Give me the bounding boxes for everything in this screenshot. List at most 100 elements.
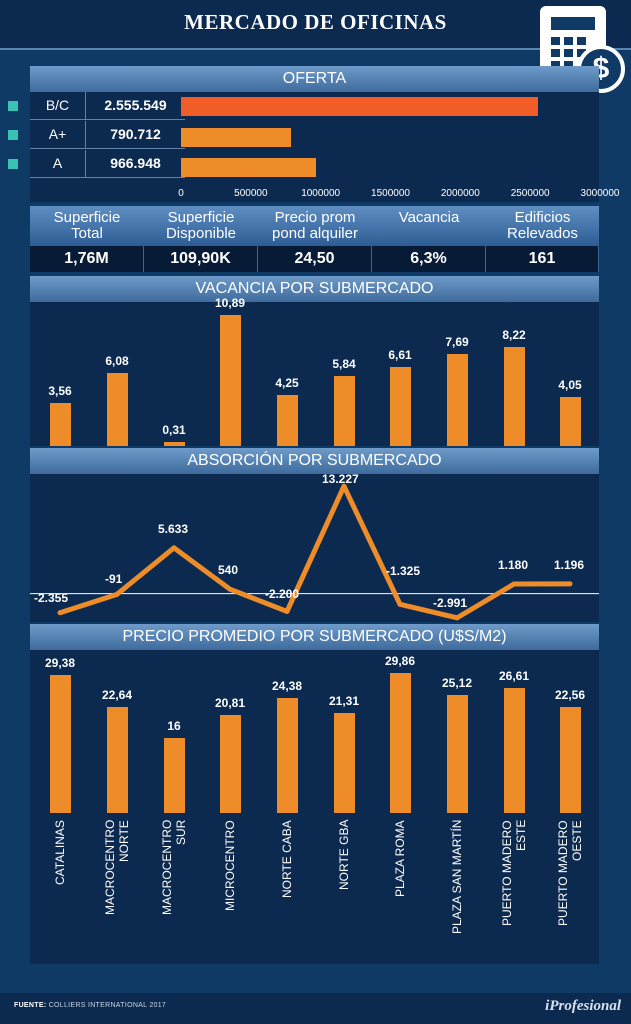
vacancia-bar [220, 315, 241, 446]
absorcion-point [567, 581, 573, 587]
precio-category-label: NORTE GBA [337, 820, 351, 891]
absorcion-point [171, 545, 177, 551]
legend-square-icon [8, 101, 18, 111]
precio-value-label: 26,61 [498, 668, 530, 683]
absorcion-point [227, 586, 233, 592]
stat-header: Edificios Relevados [486, 206, 599, 247]
absorcion-value-label: -1.325 [386, 564, 421, 579]
oferta-tick-label: 2000000 [440, 188, 480, 199]
oferta-header: OFERTA [30, 66, 599, 93]
absorcion-value-label: -2.200 [265, 587, 300, 602]
vacancia-bar [504, 347, 525, 446]
absorcion-point [57, 610, 63, 616]
absorcion-value-label: -2.355 [34, 590, 69, 605]
vacancia-bar [50, 403, 71, 446]
vacancia-value-label: 4,25 [275, 376, 299, 390]
absorcion-point [511, 581, 517, 587]
absorcion-point [397, 601, 403, 607]
precio-value-label: 20,81 [214, 696, 246, 711]
stat-value: 6,3% [372, 246, 486, 272]
absorcion-value-label: -2.991 [433, 595, 468, 610]
precio-category-label: MACROCENTRO NORTE [103, 820, 131, 916]
absorcion-value-label: -91 [105, 572, 123, 587]
stat-header: Vacancia [372, 206, 486, 247]
precio-value-label: 16 [167, 718, 181, 733]
precio-value-label: 25,12 [441, 675, 473, 690]
precio-bar [107, 706, 128, 813]
precio-category-label: MACROCENTRO SUR [160, 820, 188, 916]
stat-header-label: Superficie Disponible [165, 209, 237, 242]
absorcion-point [454, 615, 460, 621]
stat-header-label: Superficie Total [53, 209, 121, 242]
vacancia-header: VACANCIA POR SUBMERCADO [30, 276, 599, 303]
precio-bar [390, 672, 411, 813]
absorcion-value-label: 540 [218, 563, 239, 578]
precio-category-label: PLAZA ROMA [393, 820, 407, 897]
stat-value: 161 [486, 246, 599, 272]
precio-category-label: MICROCENTRO [223, 820, 237, 911]
vacancia-value-label: 3,56 [48, 384, 72, 399]
absorcion-point [284, 608, 290, 614]
vacancia-bar [390, 366, 411, 446]
oferta-row-aplus: A+ 790.712 [30, 121, 185, 149]
precio-bar [504, 687, 525, 813]
vacancia-value-label: 5,84 [332, 356, 356, 371]
stat-header: Superficie Total [30, 206, 144, 247]
oferta-tick-label: 2500000 [510, 188, 550, 199]
precio-category-label: PLAZA SAN MARTÍN [450, 820, 464, 935]
title-bar: MERCADO DE OFICINAS [0, 0, 631, 50]
vacancia-value-label: 6,61 [388, 347, 412, 362]
absorcion-value-label: 1.196 [554, 557, 585, 572]
oferta-bar [181, 158, 317, 177]
oferta-value: 966.948 [110, 155, 161, 171]
vacancia-bar [164, 442, 185, 446]
oferta-category: A [30, 150, 86, 177]
precio-value-label: 22,56 [554, 687, 586, 702]
stat-header-label: Edificios Relevados [507, 209, 578, 242]
oferta-tick-label: 0 [178, 188, 184, 199]
oferta-bar [181, 128, 292, 147]
stat-value: 1,76M [30, 246, 144, 272]
oferta-category: A+ [30, 121, 86, 148]
page-title: MERCADO DE OFICINAS [184, 10, 447, 34]
vacancia-value-label: 10,89 [214, 296, 246, 311]
precio-bar [447, 694, 468, 813]
vacancia-value-label: 8,22 [502, 328, 526, 343]
precio-value-label: 29,38 [44, 655, 76, 670]
precio-bar [277, 698, 298, 813]
absorcion-series-line [59, 483, 571, 621]
oferta-category: B/C [30, 92, 86, 119]
vacancia-value-label: 0,31 [162, 423, 186, 438]
vacancia-value-label: 6,08 [105, 354, 129, 369]
precio-value-label: 29,86 [384, 653, 416, 668]
footer: FUENTE: COLLIERS INTERNATIONAL 2017 iPro… [0, 993, 631, 1024]
oferta-tick-label: 3000000 [580, 188, 620, 199]
oferta-row-a: A 966.948 [30, 150, 185, 178]
brand-logo: iProfesional [545, 998, 621, 1014]
absorcion-header: ABSORCIÓN POR SUBMERCADO [30, 448, 599, 475]
absorcion-value-label: 13.227 [322, 472, 359, 487]
stat-header-label: Precio prom pond alquiler [272, 209, 358, 242]
precio-bar [164, 737, 185, 813]
vacancia-bar [447, 353, 468, 446]
vacancia-bar [107, 373, 128, 446]
vacancia-bar [560, 397, 581, 446]
oferta-tick-label: 1000000 [301, 188, 341, 199]
stat-value: 24,50 [258, 246, 372, 272]
absorcion-line-chart [30, 483, 599, 621]
absorcion-value-label: 1.180 [498, 558, 529, 572]
absorcion-value-label: 5.633 [158, 521, 189, 536]
vacancia-bar [334, 375, 355, 446]
oferta-value: 2.555.549 [104, 97, 167, 113]
vacancia-value-label: 7,69 [445, 334, 469, 349]
source-note: FUENTE: COLLIERS INTERNATIONAL 2017 [14, 1002, 167, 1009]
absorcion-point [341, 483, 347, 489]
precio-bar [560, 706, 581, 813]
precio-bar [334, 712, 355, 813]
precio-header: PRECIO PROMEDIO POR SUBMERCADO (U$S/M2) [30, 624, 599, 651]
precio-value-label: 22,64 [101, 687, 133, 702]
precio-category-label: CATALINAS [53, 820, 67, 885]
precio-bar [220, 715, 241, 813]
legend-square-icon [8, 130, 18, 140]
